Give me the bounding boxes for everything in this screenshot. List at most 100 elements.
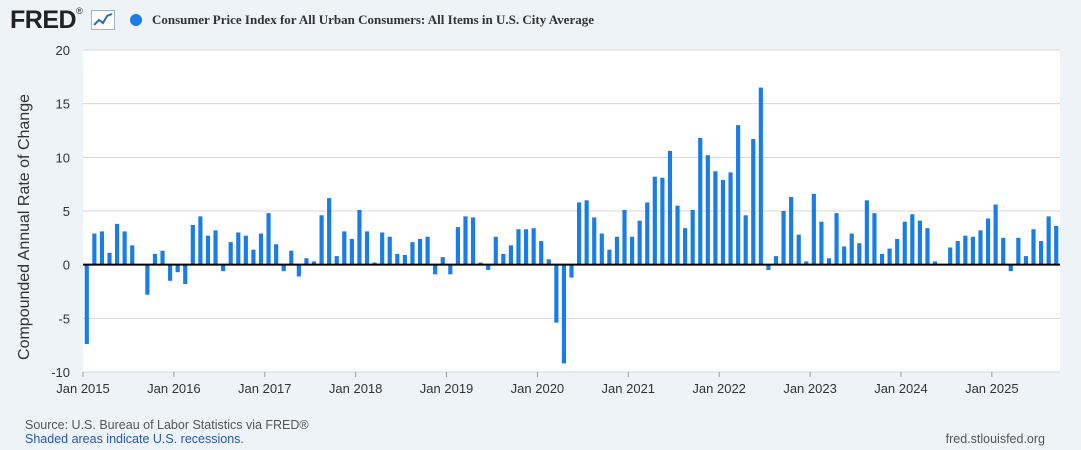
bar — [789, 197, 794, 265]
bar — [115, 223, 120, 265]
bar — [637, 220, 642, 265]
y-tick-label: -10 — [51, 365, 70, 380]
bar — [622, 209, 627, 265]
recession-note-link[interactable]: Shaded areas indicate U.S. recessions. — [25, 432, 244, 446]
x-tick-label: Jan 2022 — [692, 381, 746, 396]
bar — [334, 256, 339, 265]
fred-logo[interactable]: FRED® — [10, 6, 83, 35]
bar — [978, 230, 983, 265]
bar — [948, 247, 953, 265]
bar — [130, 245, 135, 265]
y-tick-label: 20 — [56, 43, 70, 58]
bar — [357, 209, 362, 265]
bar — [236, 232, 241, 265]
bar — [728, 172, 733, 265]
bar — [274, 244, 279, 265]
bar — [221, 264, 226, 272]
bar — [251, 249, 256, 265]
bar — [478, 262, 483, 265]
bar — [895, 238, 900, 265]
bar — [1023, 256, 1029, 265]
bar — [743, 215, 748, 265]
bar — [652, 176, 657, 265]
bar — [243, 235, 248, 265]
bar — [902, 221, 907, 265]
bar — [198, 216, 203, 265]
bar — [1016, 237, 1021, 265]
bar — [826, 258, 832, 265]
bar — [766, 264, 771, 271]
source-text: Source: U.S. Bureau of Labor Statistics … — [25, 418, 309, 432]
bar — [758, 87, 763, 265]
site-link[interactable]: fred.stlouisfed.org — [945, 432, 1045, 446]
bar — [690, 209, 695, 265]
bar — [963, 235, 968, 265]
bar — [925, 228, 930, 265]
x-tick-label: Jan 2015 — [56, 381, 110, 396]
bar — [433, 264, 438, 275]
bar — [872, 213, 877, 265]
bar — [1046, 216, 1051, 265]
bar — [857, 243, 862, 265]
bar — [614, 236, 620, 265]
bar — [1054, 226, 1059, 265]
bar — [1001, 237, 1006, 265]
fred-logo-mark: ® — [76, 6, 83, 16]
bar — [751, 139, 756, 265]
bar — [773, 256, 779, 265]
bar — [781, 211, 786, 265]
bar — [152, 253, 158, 265]
bar — [455, 227, 460, 265]
legend-marker — [130, 14, 142, 26]
bar — [364, 231, 370, 265]
bar — [448, 264, 453, 275]
bar — [380, 232, 385, 265]
chart-title: Consumer Price Index for All Urban Consu… — [152, 12, 594, 27]
bar — [592, 217, 597, 265]
bar — [849, 233, 854, 265]
bar — [675, 205, 680, 265]
bar — [917, 220, 922, 265]
bar — [175, 264, 180, 273]
bar — [554, 264, 559, 323]
bar — [501, 253, 506, 265]
bar — [546, 259, 551, 265]
bar — [160, 250, 165, 265]
y-axis-ticks: 20 15 10 5 0 -5 -10 — [51, 43, 70, 380]
bar — [993, 204, 998, 265]
bar — [985, 218, 991, 265]
bar — [122, 231, 127, 265]
bar — [1031, 229, 1036, 265]
bar — [804, 261, 809, 265]
y-tick-label: 10 — [56, 150, 70, 165]
bar — [667, 150, 673, 265]
bar — [493, 236, 498, 265]
bar — [683, 228, 688, 265]
bar — [561, 264, 567, 364]
bar — [720, 179, 726, 265]
bar — [887, 248, 892, 265]
bar — [410, 242, 415, 265]
bar — [713, 171, 718, 265]
bar — [834, 213, 839, 265]
x-tick-label: Jan 2017 — [238, 381, 292, 396]
bar — [486, 264, 491, 271]
bar — [311, 261, 317, 265]
bar — [910, 214, 915, 265]
bar — [879, 253, 885, 265]
y-tick-label: -5 — [58, 311, 70, 326]
bar — [417, 238, 423, 265]
x-tick-label: Jan 2021 — [602, 381, 656, 396]
x-tick-label: Jan 2024 — [874, 381, 928, 396]
bar — [183, 264, 188, 284]
bar — [599, 233, 604, 265]
bar — [296, 264, 301, 277]
y-tick-label: 15 — [56, 97, 70, 112]
bar — [607, 249, 612, 265]
bar — [289, 250, 294, 265]
bar — [107, 252, 112, 265]
bar — [145, 264, 150, 295]
bar — [705, 155, 710, 265]
bar — [395, 253, 400, 265]
y-tick-label: 0 — [63, 258, 70, 273]
